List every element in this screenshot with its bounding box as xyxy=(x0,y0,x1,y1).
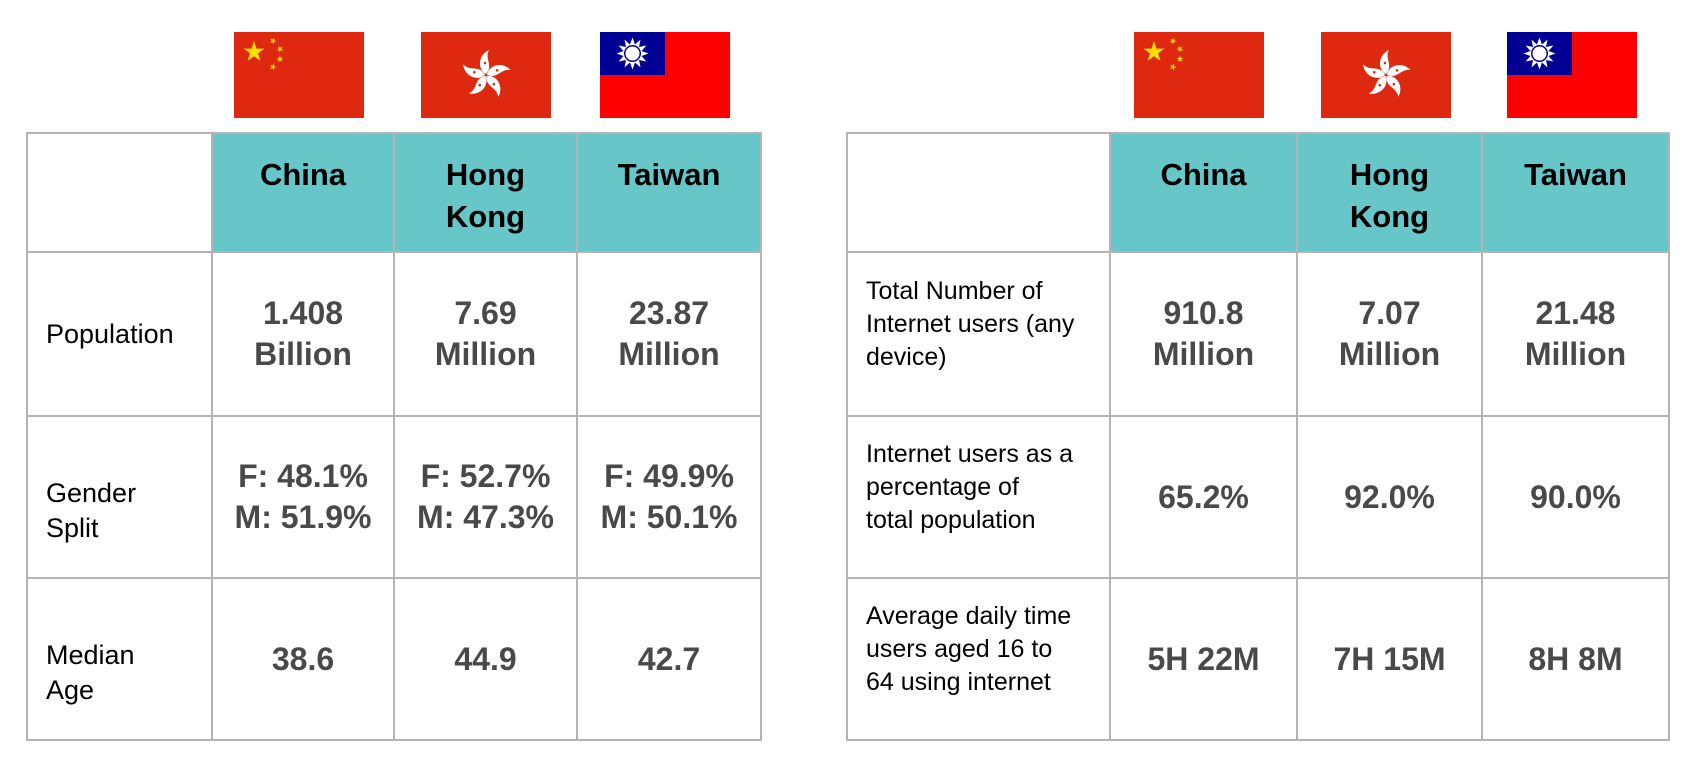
table-row: Total Number of Internet users (any device… xyxy=(846,251,1670,417)
corner-cell xyxy=(26,132,213,253)
table-row: Internet users as a percentage of total po… xyxy=(846,415,1670,579)
value-cell: 92.0% xyxy=(1296,415,1483,579)
header-china: China xyxy=(211,132,395,253)
value-cell: 38.6 xyxy=(211,577,395,741)
value-cell: 23.87 Million xyxy=(576,251,762,417)
header-hong-kong: Hong Kong xyxy=(1296,132,1483,253)
header-hong-kong: Hong Kong xyxy=(393,132,578,253)
taiwan-flag-icon xyxy=(1507,32,1637,118)
value-cell: 44.9 xyxy=(393,577,578,741)
value-cell: 910.8 Million xyxy=(1109,251,1298,417)
row-label-population: Population xyxy=(26,251,213,417)
value-cell: F: 48.1% M: 51.9% xyxy=(211,415,395,579)
value-cell: 21.48 Million xyxy=(1481,251,1670,417)
value-cell: 8H 8M xyxy=(1481,577,1670,741)
taiwan-flag-icon xyxy=(600,32,730,118)
value-cell: 7.69 Million xyxy=(393,251,578,417)
table-row: Average daily time users aged 16 to 64 usi… xyxy=(846,577,1670,741)
table-row: Median Age 38.6 44.9 42.7 xyxy=(26,577,762,741)
demographics-table: China Hong Kong Taiwan Population 1.408 Bi… xyxy=(26,132,762,741)
hong-kong-flag-icon xyxy=(421,32,551,118)
internet-usage-table: China Hong Kong Taiwan Total Number of Int… xyxy=(846,132,1670,741)
table-row: Gender Split F: 48.1% M: 51.9% F: 52.7% M: … xyxy=(26,415,762,579)
corner-cell xyxy=(846,132,1111,253)
value-cell: 7.07 Million xyxy=(1296,251,1483,417)
row-label-internet-users-percentage: Internet users as a percentage of total po… xyxy=(846,415,1111,579)
row-label-gender-split: Gender Split xyxy=(26,415,213,579)
value-cell: F: 52.7% M: 47.3% xyxy=(393,415,578,579)
hong-kong-flag-icon xyxy=(1321,32,1451,118)
table-header-row: China Hong Kong Taiwan xyxy=(26,132,762,253)
value-cell: 65.2% xyxy=(1109,415,1298,579)
table-row: Population 1.408 Billion 7.69 Million 23.8… xyxy=(26,251,762,417)
value-cell: F: 49.9% M: 50.1% xyxy=(576,415,762,579)
header-taiwan: Taiwan xyxy=(1481,132,1670,253)
row-label-total-internet-users: Total Number of Internet users (any device… xyxy=(846,251,1111,417)
value-cell: 1.408 Billion xyxy=(211,251,395,417)
value-cell: 7H 15M xyxy=(1296,577,1483,741)
header-taiwan: Taiwan xyxy=(576,132,762,253)
value-cell: 5H 22M xyxy=(1109,577,1298,741)
value-cell: 90.0% xyxy=(1481,415,1670,579)
china-flag-icon xyxy=(234,32,364,118)
value-cell: 42.7 xyxy=(576,577,762,741)
header-china: China xyxy=(1109,132,1298,253)
table-header-row: China Hong Kong Taiwan xyxy=(846,132,1670,253)
china-flag-icon xyxy=(1134,32,1264,118)
row-label-median-age: Median Age xyxy=(26,577,213,741)
row-label-average-daily-time: Average daily time users aged 16 to 64 usi… xyxy=(846,577,1111,741)
